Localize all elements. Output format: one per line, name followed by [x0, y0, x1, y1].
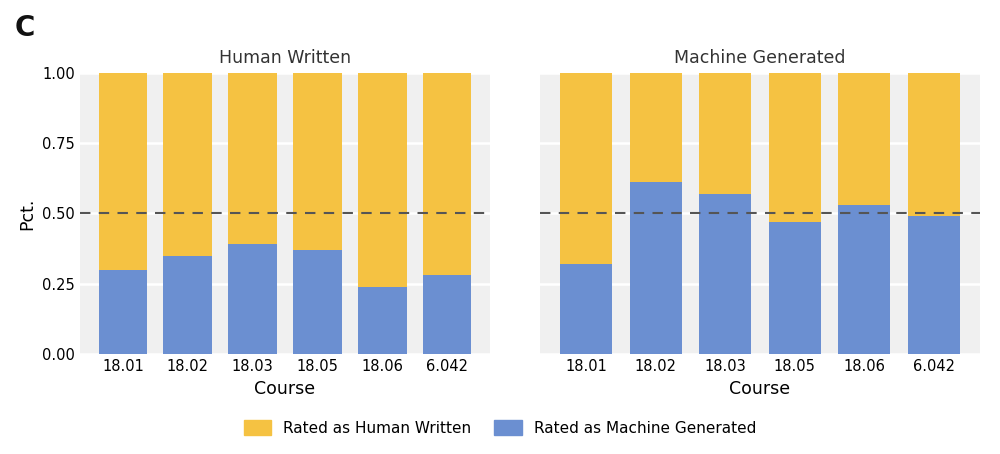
- Bar: [560, 73, 612, 264]
- Bar: [293, 73, 342, 250]
- X-axis label: Course: Course: [254, 380, 316, 398]
- Bar: [560, 264, 612, 354]
- Bar: [908, 73, 960, 216]
- Bar: [838, 73, 890, 205]
- Bar: [769, 73, 821, 222]
- Bar: [358, 286, 407, 354]
- Bar: [163, 73, 212, 256]
- Bar: [99, 73, 147, 270]
- Bar: [423, 275, 471, 354]
- Bar: [908, 216, 960, 354]
- Title: Human Written: Human Written: [219, 49, 351, 67]
- Bar: [699, 194, 751, 354]
- Bar: [838, 205, 890, 354]
- Bar: [769, 222, 821, 354]
- Bar: [423, 73, 471, 275]
- Bar: [99, 270, 147, 354]
- Bar: [293, 250, 342, 354]
- Bar: [699, 73, 751, 194]
- Legend: Rated as Human Written, Rated as Machine Generated: Rated as Human Written, Rated as Machine…: [237, 414, 763, 442]
- Text: C: C: [15, 14, 35, 42]
- Bar: [358, 73, 407, 286]
- X-axis label: Course: Course: [729, 380, 791, 398]
- Bar: [630, 73, 682, 183]
- Bar: [630, 183, 682, 354]
- Bar: [228, 73, 277, 244]
- Y-axis label: Pct.: Pct.: [19, 197, 37, 230]
- Bar: [228, 244, 277, 354]
- Bar: [163, 256, 212, 354]
- Title: Machine Generated: Machine Generated: [674, 49, 846, 67]
